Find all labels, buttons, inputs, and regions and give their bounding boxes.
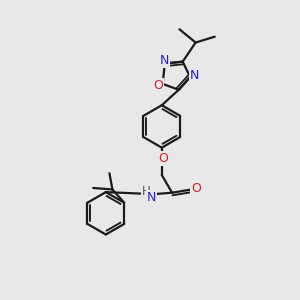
Text: H: H bbox=[142, 185, 151, 198]
Text: O: O bbox=[153, 79, 163, 92]
Text: N: N bbox=[190, 69, 199, 82]
Text: N: N bbox=[160, 53, 170, 67]
Text: O: O bbox=[191, 182, 201, 195]
Text: O: O bbox=[158, 152, 168, 165]
Text: N: N bbox=[147, 191, 156, 204]
